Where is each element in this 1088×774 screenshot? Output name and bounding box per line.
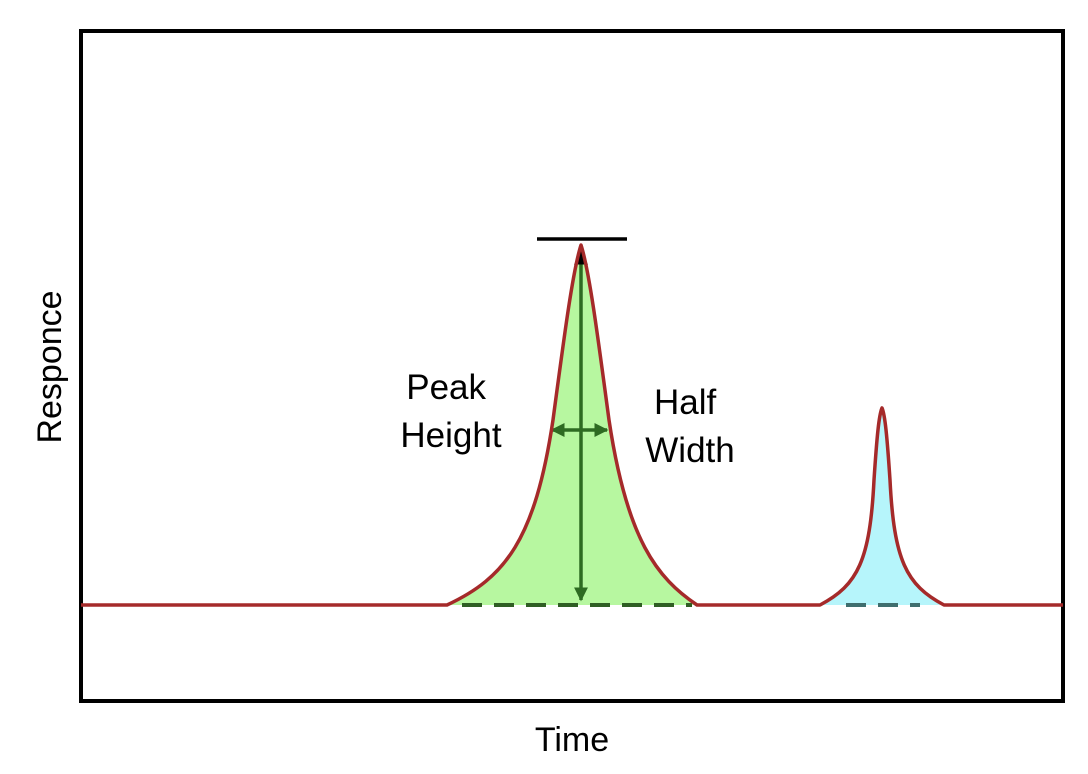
y-axis-label: Responce	[31, 290, 69, 443]
x-axis-label: Time	[535, 721, 609, 759]
peak-height-label: Peak Height	[400, 368, 501, 455]
secondary-peak-area	[820, 408, 944, 605]
half-width-label: Half Width	[645, 383, 734, 470]
signal-trace	[81, 243, 1063, 607]
plot-frame	[79, 29, 1065, 703]
